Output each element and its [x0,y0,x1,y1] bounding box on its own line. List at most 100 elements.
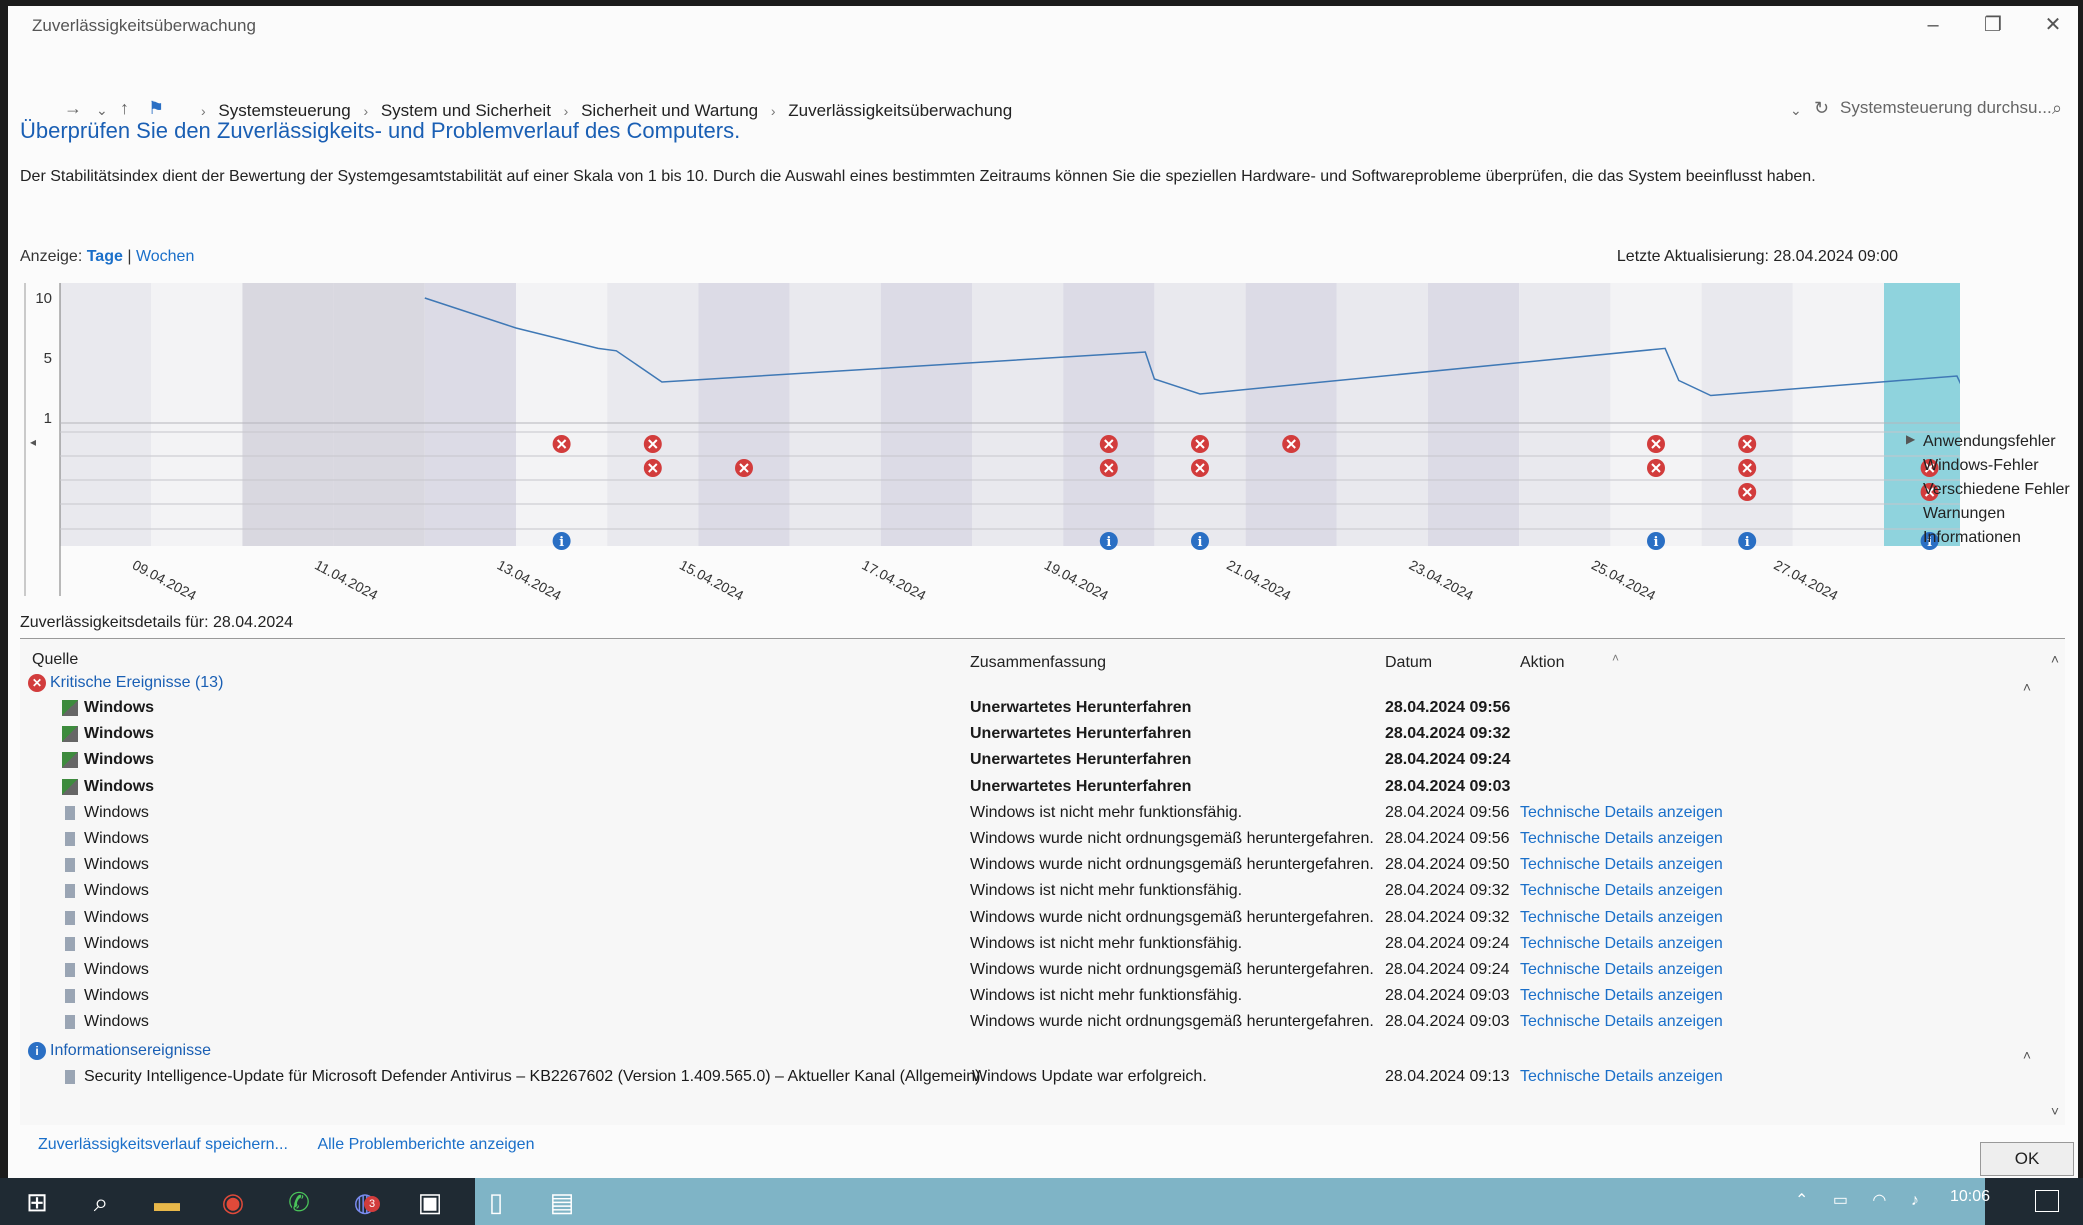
column-header-action[interactable]: Aktion [1520,654,1565,671]
collapse-info-icon[interactable]: ˄ [2022,1047,2031,1063]
chart-column[interactable] [516,283,608,546]
breadcrumb-zuverlaessigkeit[interactable]: Zuverlässigkeitsüberwachung [788,101,1013,120]
view-days-link[interactable]: Tage [86,248,123,265]
table-row[interactable]: Windows Windows ist nicht mehr funktionsf… [20,984,2065,1010]
chart-column[interactable] [1063,283,1155,546]
table-row[interactable]: Windows Windows wurde nicht ordnungsgemäß… [20,853,2065,879]
technical-details-link[interactable]: Technische Details anzeigen [1520,882,1723,900]
table-row[interactable]: Windows Unerwartetes Herunterfahren 28.04.… [20,775,2065,801]
table-row[interactable]: Windows Windows wurde nicht ordnungsgemäß… [20,958,2065,984]
chart-column[interactable] [1701,283,1793,546]
app-icon[interactable]: ▣ [417,1187,443,1217]
file-explorer-icon[interactable]: ▬ [154,1187,180,1217]
start-icon[interactable]: ⊞ [26,1187,48,1217]
chart-scroll-right-icon[interactable]: ▶ [1906,432,1916,446]
control-panel-icon[interactable]: ▤ [549,1187,575,1217]
breadcrumb-separator: › [563,103,569,119]
breadcrumb-system-und-sicherheit[interactable]: System und Sicherheit [380,101,551,120]
row-date: 28.04.2024 09:24 [1385,934,1510,952]
restore-button[interactable]: ❐ [1984,14,2002,36]
view-weeks-link[interactable]: Wochen [135,248,195,265]
critical-events-group[interactable]: ✕ Kritische Ereignisse (13) [28,674,223,692]
chart-column[interactable] [1610,283,1702,546]
technical-details-link[interactable]: Technische Details anzeigen [1520,961,1723,978]
chart-column[interactable] [1884,283,1960,546]
chart-column[interactable] [60,283,152,546]
save-history-link[interactable]: Zuverlässigkeitsverlauf speichern... [38,1136,288,1153]
chart-column[interactable] [1154,283,1246,546]
collapse-critical-icon[interactable]: ˄ [2022,679,2031,695]
technical-details-link[interactable]: Technische Details anzeigen [1520,830,1723,847]
notification-icon[interactable] [2035,1190,2059,1212]
all-reports-link[interactable]: Alle Problemberichte anzeigen [317,1136,535,1153]
breadcrumb-sicherheit-und-wartung[interactable]: Sicherheit und Wartung [581,101,759,120]
column-header-source[interactable]: Quelle [32,651,79,668]
chart-column[interactable] [607,283,699,546]
minimize-button[interactable]: – [1927,14,1939,36]
row-source: Windows [62,830,149,848]
table-row[interactable]: Windows Windows ist nicht mehr funktionsf… [20,801,2065,827]
technical-details-link[interactable]: Technische Details anzeigen [1520,1068,1723,1085]
chrome-icon[interactable]: ◉ [221,1187,245,1217]
address-dropdown-icon[interactable]: ⌄ [1790,102,1802,118]
chart-column[interactable] [1792,283,1884,546]
info-events-group[interactable]: i Informationsereignisse [28,1042,211,1060]
column-header-date[interactable]: Datum [1385,654,1433,671]
row-date: 28.04.2024 09:32 [1385,725,1511,743]
search-input[interactable]: Systemsteuerung durchsu... [1840,90,2070,126]
table-row[interactable]: Windows Windows ist nicht mehr funktionsf… [20,932,2065,958]
ok-button[interactable]: OK [1980,1142,2074,1176]
windows-logo-icon [62,752,78,769]
chart-column[interactable] [333,283,425,546]
search-icon[interactable]: ⌕ [93,1187,109,1217]
close-button[interactable]: ✕ [2044,14,2062,36]
chart-column[interactable] [1519,283,1611,546]
chart-scroll-left-icon[interactable]: ◂ [30,435,36,449]
table-row[interactable]: Windows Windows wurde nicht ordnungsgemäß… [20,1010,2065,1036]
breadcrumb-systemsteuerung[interactable]: Systemsteuerung [218,101,351,120]
app-icon-2[interactable]: ▯ [488,1187,504,1217]
clock[interactable]: 10:06 [1950,1188,1991,1205]
chevron-down-icon[interactable]: ⌄ [96,102,108,118]
row-summary: Windows wurde nicht ordnungsgemäß herunt… [970,856,1374,874]
table-row[interactable]: Windows Unerwartetes Herunterfahren 28.04.… [20,748,2065,774]
chart-column[interactable] [424,283,516,546]
table-row[interactable]: Windows Unerwartetes Herunterfahren 28.04.… [20,696,2065,722]
chart-column[interactable] [151,283,243,546]
table-row[interactable]: Windows Windows ist nicht mehr funktionsf… [20,879,2065,905]
table-row[interactable]: Windows Unerwartetes Herunterfahren 28.04.… [20,722,2065,748]
column-header-summary[interactable]: Zusammenfassung [970,654,1107,671]
forward-icon[interactable]: → [64,98,82,118]
scroll-down-icon[interactable]: ˅ [2050,1103,2059,1119]
chart-column[interactable] [789,283,881,546]
table-row[interactable]: Windows Windows wurde nicht ordnungsgemäß… [20,906,2065,932]
row-source-text: Windows [84,961,149,978]
chart-column[interactable] [972,283,1064,546]
chart-column[interactable] [242,283,334,546]
y-tick-label: 1 [44,410,52,427]
chart-column[interactable] [698,283,790,546]
row-source-text: Windows [84,882,149,900]
up-arrow-icon[interactable]: ↑ [120,98,129,118]
technical-details-link[interactable]: Technische Details anzeigen [1520,803,1723,821]
error-marker-glyph [1651,463,1661,473]
table-row[interactable]: Security Intelligence-Update für Microso… [20,1065,2065,1091]
stability-chart[interactable]: 10 5 1 i i i i i i 09.04.2024 11.04.2024 13.04.2024… [20,278,1960,608]
chart-column[interactable] [1428,283,1520,546]
chart-column[interactable] [1245,283,1337,546]
search-icon[interactable]: ⌕ [2052,98,2063,118]
legend-anwendungsfehler: Anwendungsfehler [1923,433,2056,450]
whatsapp-icon[interactable]: ✆ [288,1187,310,1217]
refresh-icon[interactable]: ↻ [1814,98,1830,118]
technical-details-link[interactable]: Technische Details anzeigen [1520,934,1723,952]
row-source-text: Windows [84,803,149,821]
chart-column[interactable] [1336,283,1428,546]
table-row[interactable]: Windows Windows wurde nicht ordnungsgemäß… [20,827,2065,853]
technical-details-link[interactable]: Technische Details anzeigen [1520,908,1723,926]
system-tray[interactable]: ⌃ ▭ ◠ ♪ [1795,1192,1929,1209]
technical-details-link[interactable]: Technische Details anzeigen [1520,1013,1723,1031]
scroll-up-icon[interactable]: ˄ [2050,651,2059,667]
technical-details-link[interactable]: Technische Details anzeigen [1520,987,1723,1005]
technical-details-link[interactable]: Technische Details anzeigen [1520,856,1723,874]
chart-column[interactable] [880,283,972,546]
